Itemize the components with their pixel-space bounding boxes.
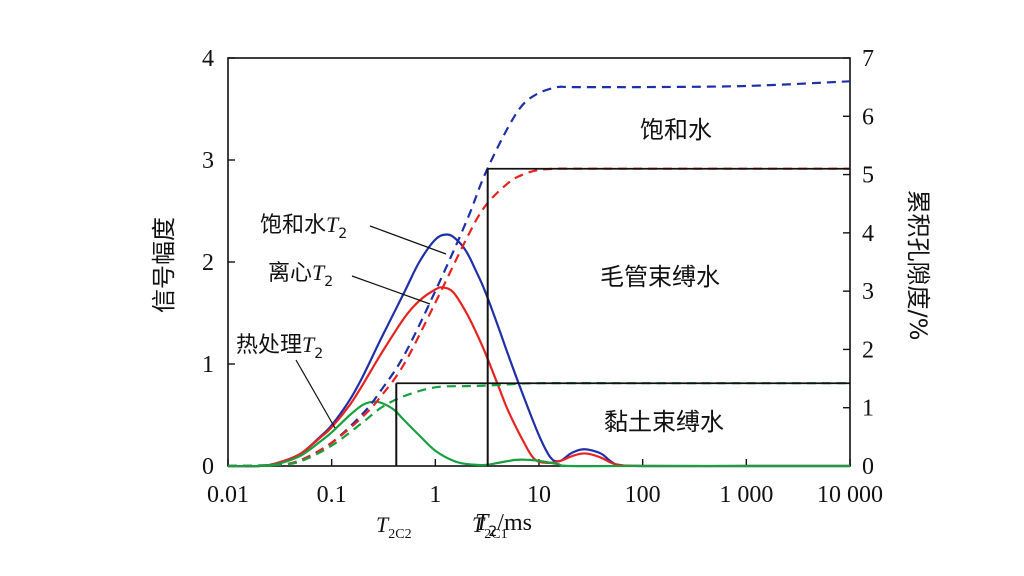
series-label-heat-treated-prefix: 热处理	[236, 333, 302, 358]
series-heat-treated-cumulative	[227, 382, 850, 468]
x-tick-label: 0.01	[207, 482, 249, 508]
x-tick-label: 10	[527, 482, 551, 508]
y-right-tick-label: 2	[862, 337, 874, 363]
y-left-axis-title: 信号幅度	[150, 217, 178, 313]
cutoff-layer	[395, 167, 850, 466]
series-label-centrifuged: 离心T2	[268, 260, 333, 290]
series-label-saturated-italic: T	[326, 212, 340, 237]
series-label-heat-treated-italic: T	[302, 332, 316, 357]
series-centrifuged-T2	[227, 286, 850, 468]
series-label-centrifuged-italic: T	[312, 260, 326, 285]
x-tick-label: 10 000	[817, 482, 883, 508]
y-left-tick-label: 0	[202, 454, 214, 480]
series-label-saturated-prefix: 饱和水	[260, 213, 326, 238]
cutoff-label-t2c1: T2C1	[472, 512, 508, 542]
series-heat-treated-T2	[227, 400, 850, 468]
y-right-tick-label: 5	[862, 163, 874, 189]
leader-saturated	[369, 225, 447, 255]
x-tick-label: 100	[625, 482, 661, 508]
y-right-tick-label: 0	[862, 454, 874, 480]
labels-layer: 信号幅度 累积孔隙度/% T2/ms 饱和水 毛管束缚水 黏土束缚水 饱和水T2…	[150, 116, 932, 542]
region-label-capillary-bound-water: 毛管束缚水	[600, 263, 720, 291]
region-label-clay-bound-water: 黏土束缚水	[604, 408, 724, 436]
cutoff-label-t2c2-main: T	[376, 512, 390, 537]
series-label-heat-treated: 热处理T2	[236, 332, 323, 362]
series-label-saturated: 饱和水T2	[260, 212, 347, 242]
x-tick-label: 1	[429, 482, 441, 508]
series-label-centrifuged-prefix: 离心	[268, 261, 312, 286]
y-right-tick-label: 4	[862, 221, 874, 247]
leader-centrifuged	[351, 275, 431, 305]
y-right-tick-label: 6	[862, 104, 874, 130]
series-label-saturated-sub: 2	[338, 226, 347, 242]
cutoff-label-t2c1-main: T	[472, 512, 486, 537]
series-label-heat-treated-sub: 2	[314, 346, 323, 362]
x-axis-title: T2/ms	[475, 510, 532, 540]
y-left-tick-label: 3	[202, 148, 214, 174]
y-right-tick-label: 7	[862, 46, 874, 72]
x-tick-label: 1 000	[719, 482, 773, 508]
cutoff-label-t2c2-sub: 2C2	[388, 527, 411, 542]
y-right-axis-title: 累积孔隙度/%	[904, 190, 932, 341]
x-axis-title-main: T	[475, 510, 490, 536]
y-right-tick-label: 1	[862, 396, 874, 422]
x-tick-label: 0.1	[317, 482, 347, 508]
cutoff-label-t2c1-sub: 2C1	[484, 527, 507, 542]
y-left-tick-label: 1	[202, 352, 214, 378]
region-label-saturated-water: 饱和水	[640, 116, 712, 144]
y-right-tick-label: 3	[862, 279, 874, 305]
y-left-tick-label: 4	[202, 46, 214, 72]
y-left-tick-label: 2	[202, 250, 214, 276]
leader-heat-treated	[295, 359, 336, 429]
x-axis-title-unit: /ms	[497, 510, 532, 536]
x-axis-title-sub: 2	[488, 524, 497, 540]
series-saturated-T2	[227, 233, 850, 468]
cutoff-label-t2c2: T2C2	[376, 512, 412, 542]
series-label-centrifuged-sub: 2	[324, 274, 333, 290]
